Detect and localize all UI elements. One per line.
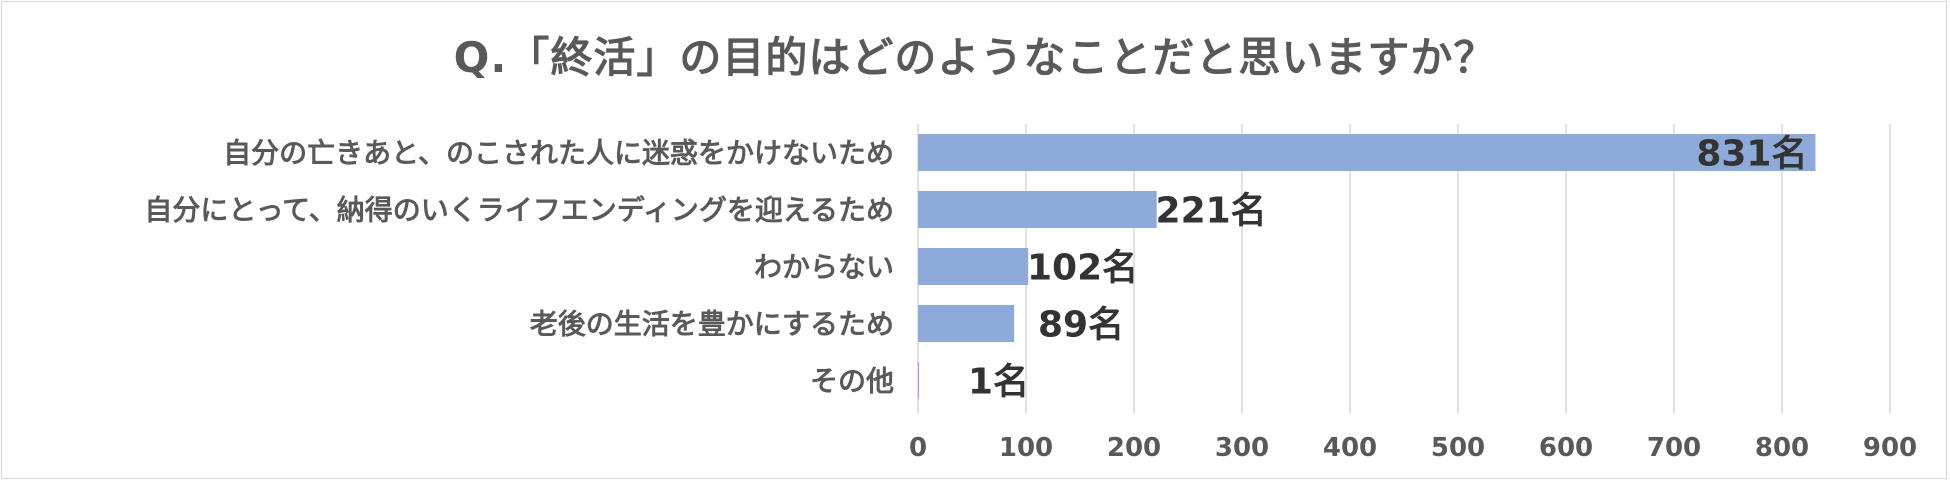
category-label: わからない [754, 251, 894, 284]
category-label: 老後の生活を豊かにするため [530, 308, 894, 341]
x-tick-label: 900 [1863, 433, 1917, 463]
x-tick-label: 200 [1107, 433, 1161, 463]
bar [918, 134, 1816, 171]
data-label: 1名 [968, 362, 1029, 403]
bar [918, 362, 920, 399]
x-tick-label: 600 [1539, 433, 1593, 463]
bar [918, 248, 1029, 285]
x-tick-label: 0 [909, 433, 927, 463]
category-label: その他 [810, 365, 894, 398]
category-label: 自分にとって、納得のいくライフエンディングを迎えるため [144, 194, 894, 227]
data-label: 221名 [1156, 191, 1267, 232]
category-label: 自分の亡きあと、のこされた人に迷惑をかけないため [223, 137, 894, 170]
data-label: 89名 [1038, 305, 1124, 346]
x-tick-label: 500 [1431, 433, 1485, 463]
x-tick-label: 800 [1755, 433, 1809, 463]
x-tick-label: 300 [1215, 433, 1269, 463]
bar [918, 305, 1015, 342]
category-labels: 自分の亡きあと、のこされた人に迷惑をかけないため自分にとって、納得のいくライフエ… [144, 137, 894, 398]
data-label: 831名 [1696, 134, 1807, 175]
x-tick-label: 100 [999, 433, 1053, 463]
bar [918, 191, 1157, 228]
bars [918, 134, 1816, 399]
grid-lines [917, 124, 1891, 413]
x-tick-label: 400 [1323, 433, 1377, 463]
x-axis-tick-labels: 0 100 200 300 400 500 600 700 800 900 [909, 433, 1917, 463]
chart-title: Q.「終活」の目的はどのようなことだと思いますか？ [453, 33, 1497, 82]
x-tick-label: 700 [1647, 433, 1701, 463]
data-label: 102名 [1027, 248, 1138, 289]
